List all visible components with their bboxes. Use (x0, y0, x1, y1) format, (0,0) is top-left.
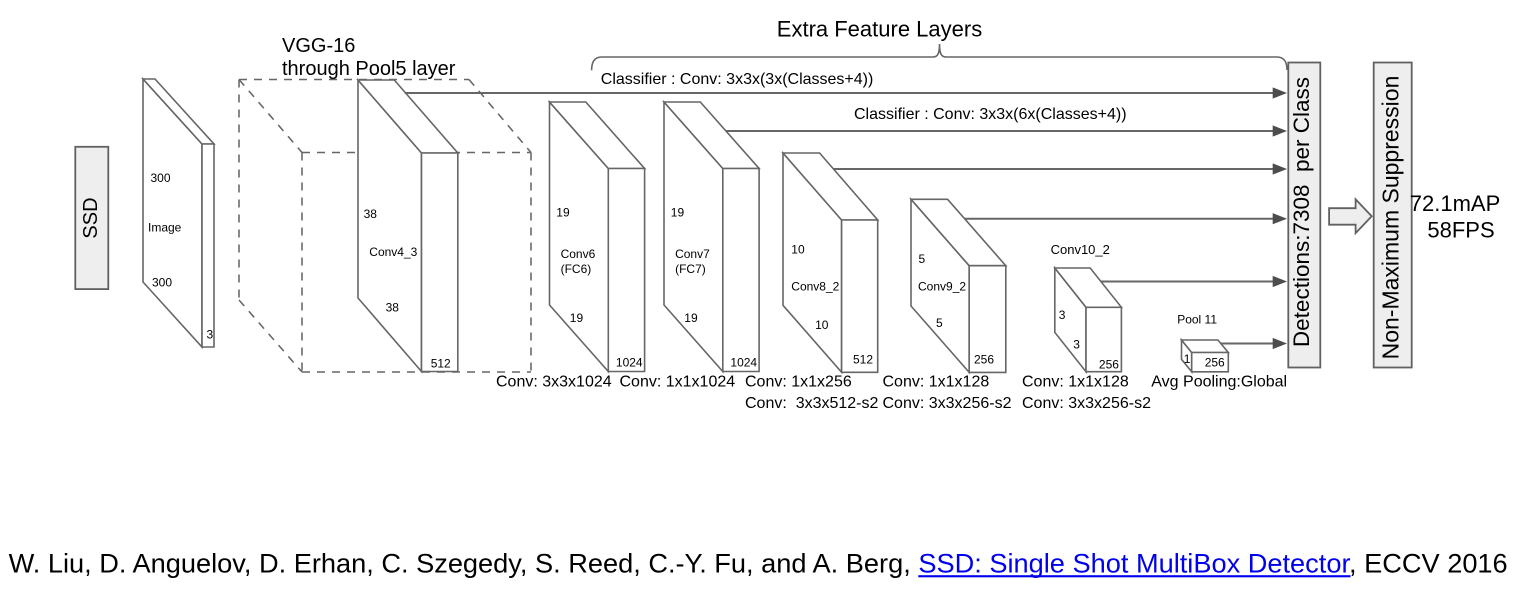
svg-text:Classifier : Conv: 3x3x(3x(Cla: Classifier : Conv: 3x3x(3x(Classes+4)) (601, 71, 874, 88)
svg-text:Classifier : Conv: 3x3x(6x(Cla: Classifier : Conv: 3x3x(6x(Classes+4)) (854, 106, 1127, 123)
svg-text:10: 10 (815, 318, 829, 332)
svg-text:Conv10_2: Conv10_2 (1051, 242, 1110, 257)
svg-text:512: 512 (431, 357, 451, 371)
svg-text:Extra Feature Layers: Extra Feature Layers (777, 17, 982, 42)
svg-text:3: 3 (207, 328, 214, 342)
svg-text:(FC7): (FC7) (675, 262, 706, 276)
svg-text:Conv: 1x1x1024: Conv: 1x1x1024 (620, 374, 736, 391)
svg-text:256: 256 (1205, 356, 1225, 370)
svg-text:Pool 11: Pool 11 (1177, 313, 1217, 327)
svg-text:1: 1 (1184, 352, 1191, 366)
svg-text:19: 19 (671, 206, 685, 220)
svg-text:3: 3 (1059, 308, 1066, 322)
svg-text:Conv: 1x1x128: Conv: 1x1x128 (883, 374, 990, 391)
svg-text:Conv: 3x3x1024: Conv: 3x3x1024 (496, 374, 612, 391)
svg-text:512: 512 (853, 353, 873, 367)
svg-text:38: 38 (386, 301, 400, 315)
svg-text:58FPS: 58FPS (1427, 217, 1494, 242)
svg-text:1024: 1024 (616, 356, 643, 370)
svg-text:(FC6): (FC6) (561, 262, 592, 276)
svg-text:3: 3 (1073, 338, 1080, 352)
svg-text:Non-Maximum Suppression: Non-Maximum Suppression (1378, 76, 1404, 360)
svg-text:Avg Pooling:Global: Avg Pooling:Global (1151, 374, 1287, 391)
svg-text:Conv7: Conv7 (675, 247, 710, 261)
svg-text:Conv: 3x3x512-s2: Conv: 3x3x512-s2 (745, 395, 879, 412)
svg-text:5: 5 (919, 252, 926, 266)
svg-text:Conv6: Conv6 (561, 247, 596, 261)
svg-text:Image: Image (148, 221, 182, 235)
svg-text:38: 38 (364, 207, 378, 221)
svg-text:through Pool5 layer: through Pool5 layer (282, 58, 456, 80)
svg-text:19: 19 (570, 311, 584, 325)
svg-text:VGG-16: VGG-16 (282, 35, 355, 57)
svg-text:10: 10 (791, 243, 805, 257)
svg-text:1024: 1024 (730, 356, 757, 370)
svg-text:Conv: 3x3x256-s2: Conv: 3x3x256-s2 (1022, 395, 1151, 412)
svg-text:256: 256 (1099, 358, 1119, 372)
svg-text:W. Liu, D. Anguelov, D. Erhan,: W. Liu, D. Anguelov, D. Erhan, C. Szeged… (9, 548, 1508, 579)
svg-text:256: 256 (974, 353, 994, 367)
svg-text:5: 5 (936, 316, 943, 330)
svg-text:Conv9_2: Conv9_2 (918, 280, 966, 294)
svg-text:19: 19 (556, 206, 570, 220)
svg-text:SSD: SSD (80, 197, 102, 238)
svg-text:72.1mAP: 72.1mAP (1410, 191, 1501, 216)
svg-text:Conv8_2: Conv8_2 (791, 280, 839, 294)
svg-text:300: 300 (152, 276, 172, 290)
svg-text:Conv: 1x1x128: Conv: 1x1x128 (1022, 374, 1129, 391)
svg-text:300: 300 (151, 171, 171, 185)
svg-text:Conv: 1x1x256: Conv: 1x1x256 (745, 374, 852, 391)
svg-text:19: 19 (684, 311, 698, 325)
svg-text:Conv: 3x3x256-s2: Conv: 3x3x256-s2 (883, 395, 1012, 412)
svg-text:Conv4_3: Conv4_3 (369, 245, 417, 259)
svg-text:Detections:7308 per Class: Detections:7308 per Class (1289, 77, 1314, 347)
